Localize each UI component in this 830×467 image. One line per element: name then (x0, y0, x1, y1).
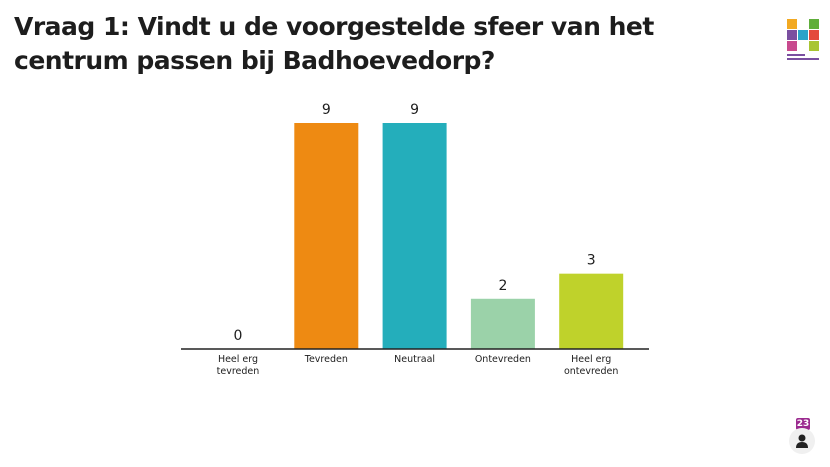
bar (382, 123, 447, 349)
data-label: 9 (410, 102, 419, 118)
bar (470, 298, 535, 349)
participants-button[interactable] (789, 428, 815, 454)
participant-count-badge: 23 (796, 418, 810, 430)
logo (787, 19, 819, 60)
data-label: 3 (587, 253, 596, 269)
category-label: Heel erg (218, 354, 258, 365)
category-label: ontevreden (564, 366, 618, 377)
bar (559, 273, 624, 349)
category-label: Neutraal (394, 354, 435, 365)
person-icon (796, 434, 808, 448)
category-label: Tevreden (304, 354, 348, 365)
category-label: Ontevreden (475, 354, 531, 365)
page-title: Vraag 1: Vindt u de voorgestelde sfeer v… (14, 12, 654, 75)
data-label: 0 (234, 328, 243, 344)
category-label: tevreden (217, 366, 260, 377)
bar (294, 123, 359, 349)
data-label: 9 (322, 102, 331, 118)
category-label: Heel erg (571, 354, 611, 365)
data-label: 2 (498, 278, 507, 294)
